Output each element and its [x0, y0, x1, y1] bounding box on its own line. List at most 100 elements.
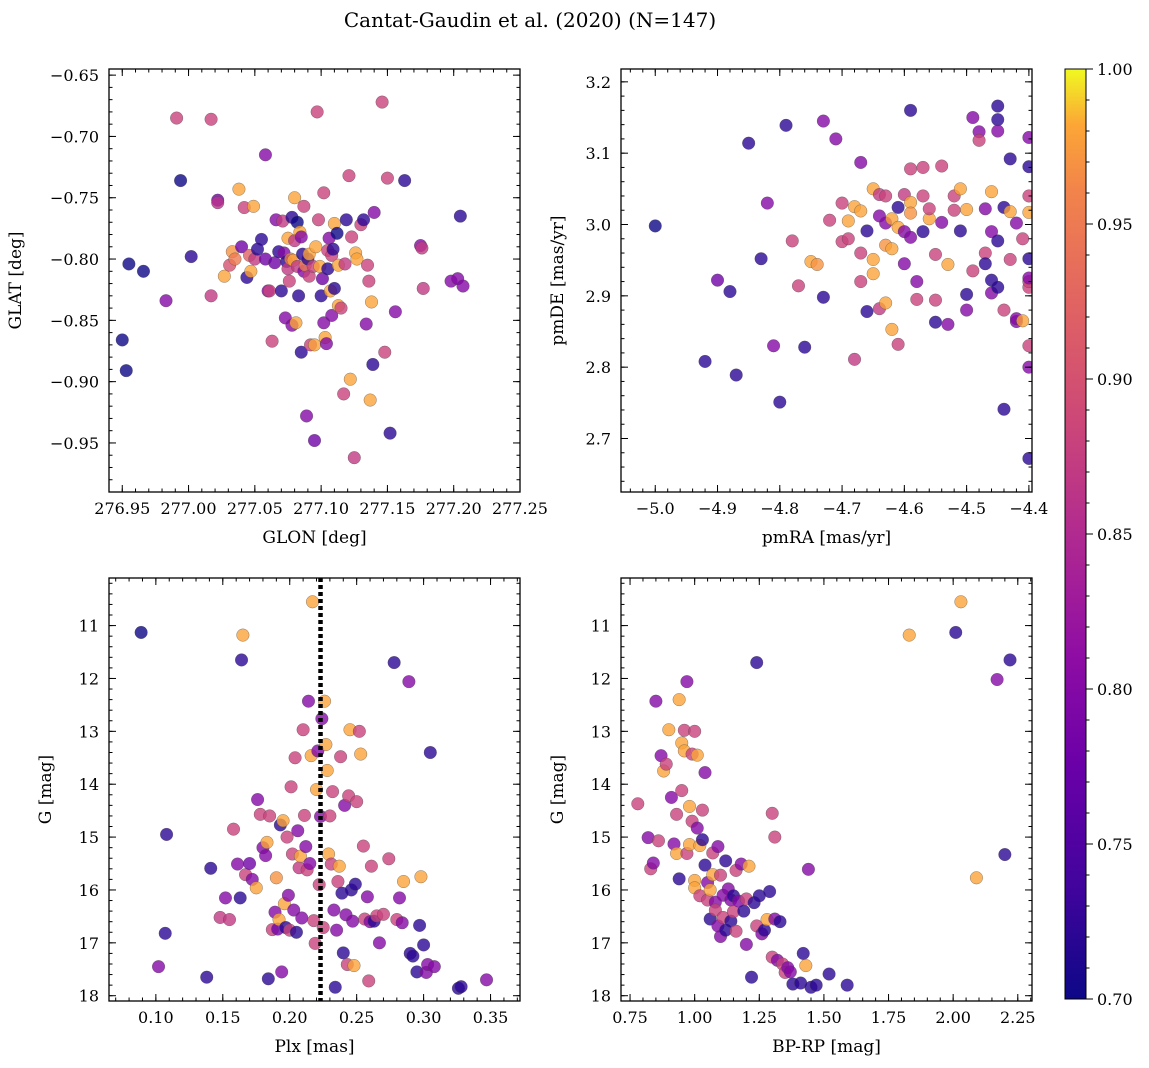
y-tick-label: 15	[591, 828, 611, 847]
scatter-points	[631, 595, 1017, 994]
data-point	[916, 160, 930, 174]
colorbar: 0.70 0.75 0.80 0.85 0.90 0.95 1.00	[1064, 60, 1133, 1009]
data-point	[396, 874, 411, 889]
x-tick-label: −4.8	[760, 499, 799, 518]
data-point	[928, 247, 943, 262]
data-point	[904, 206, 918, 220]
data-point	[375, 95, 389, 109]
data-point	[742, 859, 756, 873]
data-point	[380, 171, 394, 185]
data-point	[364, 859, 378, 873]
data-point	[672, 872, 686, 886]
data-point	[350, 795, 364, 809]
data-point	[816, 290, 830, 304]
y-tick-label: −0.70	[50, 127, 99, 146]
data-point	[935, 159, 949, 173]
data-point	[413, 918, 427, 932]
x-tick-label: 1.50	[806, 1008, 842, 1027]
data-point	[904, 230, 918, 244]
data-point	[768, 830, 782, 844]
data-point	[307, 433, 322, 448]
data-point	[941, 317, 955, 331]
data-point	[309, 240, 323, 254]
data-point	[233, 891, 247, 905]
data-point	[823, 213, 837, 227]
y-tick-label: 17	[591, 934, 611, 953]
plot-frame	[108, 68, 521, 493]
data-point	[978, 202, 992, 216]
y-tick-label: 17	[79, 934, 99, 953]
data-point	[417, 938, 431, 952]
scatter-points	[134, 595, 494, 995]
data-point	[258, 148, 272, 162]
data-point	[122, 257, 136, 271]
x-tick-label: 0.25	[339, 1008, 375, 1027]
data-point	[211, 196, 225, 210]
y-tick-label: −0.65	[50, 66, 99, 85]
data-point	[249, 881, 263, 895]
plot-frame	[620, 577, 1033, 1002]
x-tick-label: 1.75	[871, 1008, 907, 1027]
data-point	[235, 240, 249, 254]
data-point	[998, 847, 1012, 862]
data-point	[885, 322, 899, 336]
data-point	[311, 213, 326, 227]
y-tick-label: 12	[591, 669, 611, 688]
data-point	[262, 284, 276, 298]
data-point	[723, 285, 737, 299]
data-point	[646, 856, 660, 870]
data-point	[275, 965, 289, 979]
data-point	[690, 821, 704, 835]
colorbar-tick-label: 1.00	[1097, 60, 1133, 79]
data-point	[822, 967, 836, 981]
data-point	[387, 656, 401, 670]
data-point	[317, 186, 331, 200]
data-point	[323, 809, 337, 823]
x-tick-label: 277.15	[359, 499, 415, 518]
data-point	[378, 345, 392, 359]
data-point	[363, 393, 377, 407]
data-point	[416, 281, 430, 296]
data-point	[810, 257, 824, 272]
y-tick-label: 14	[79, 775, 99, 794]
data-point	[184, 250, 198, 264]
data-point	[854, 204, 868, 218]
y-tick-label: 2.8	[586, 358, 611, 377]
data-point	[342, 169, 356, 183]
data-point	[835, 196, 849, 210]
data-point	[991, 99, 1005, 113]
data-point	[690, 748, 704, 762]
data-point	[159, 294, 173, 308]
data-point	[288, 751, 302, 765]
x-tick-label: −4.5	[947, 499, 986, 518]
data-point	[414, 870, 428, 884]
data-point	[801, 862, 815, 876]
data-point	[423, 745, 437, 760]
data-point	[307, 338, 322, 352]
data-point	[785, 234, 799, 248]
data-point	[319, 337, 333, 351]
x-tick-label: −4.7	[823, 499, 862, 518]
data-point	[783, 965, 797, 979]
y-tick-label: 14	[591, 775, 611, 794]
data-point	[916, 189, 930, 203]
data-point	[928, 293, 943, 307]
x-tick-label: −4.4	[1009, 499, 1048, 518]
data-point	[204, 861, 218, 875]
data-point	[904, 103, 918, 117]
data-point	[301, 694, 316, 708]
data-point	[698, 766, 712, 780]
data-point	[773, 915, 787, 929]
data-point	[160, 827, 174, 841]
data-point	[331, 874, 345, 889]
data-point	[711, 840, 725, 854]
data-point	[254, 232, 269, 246]
data-point	[773, 395, 787, 409]
data-point	[904, 162, 918, 176]
data-point	[935, 215, 949, 229]
data-point	[364, 295, 379, 309]
data-point	[1022, 205, 1032, 219]
x-tick-label: 2.25	[1000, 1008, 1036, 1027]
data-point	[260, 835, 274, 849]
data-point	[991, 124, 1005, 138]
